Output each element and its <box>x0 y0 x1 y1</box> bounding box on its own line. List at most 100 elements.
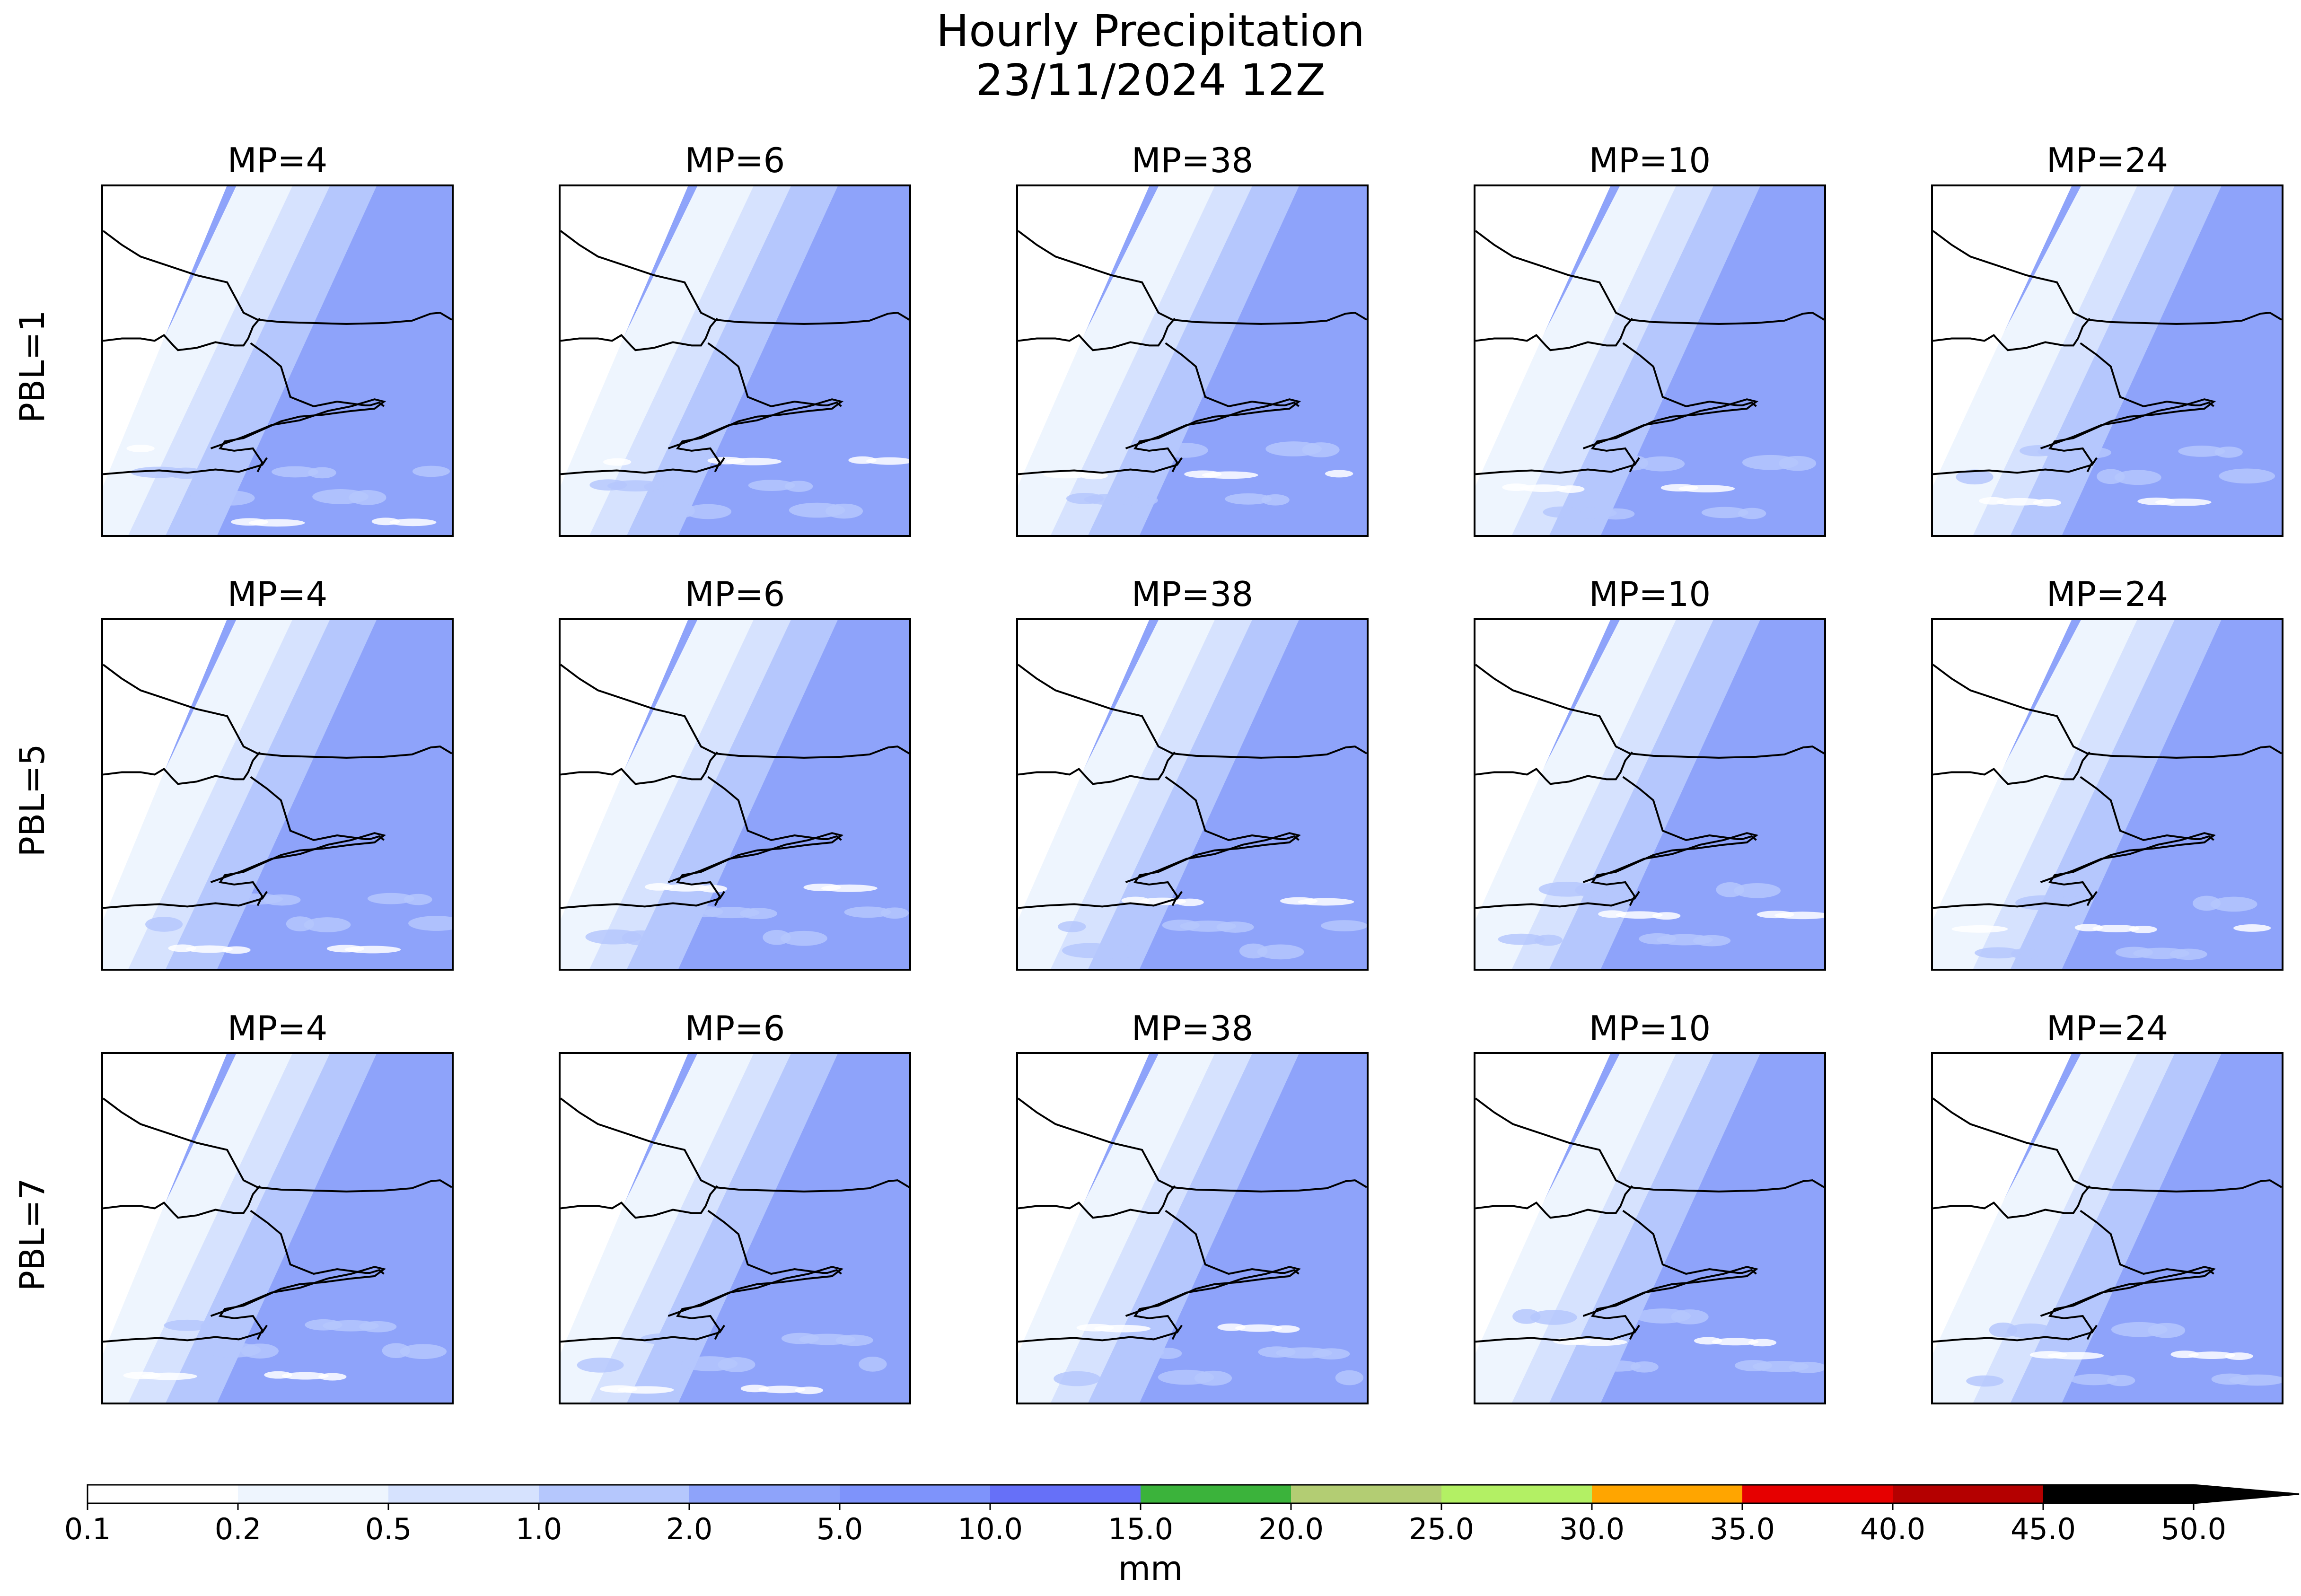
precip-patch <box>1989 1322 2018 1338</box>
precip-patch <box>1512 1309 1541 1324</box>
precip-patch <box>1076 1324 1114 1332</box>
coastline <box>1018 1185 1176 1219</box>
colorbar-segment <box>1592 1485 1743 1503</box>
precip-band <box>103 620 227 969</box>
coastline <box>250 1210 385 1275</box>
coastline <box>1622 1210 1757 1275</box>
colorbar-segment <box>1893 1485 2044 1503</box>
precip-patch <box>145 917 183 932</box>
colorbar-tick-label: 0.1 <box>64 1512 111 1546</box>
colorbar-tick-label: 40.0 <box>1860 1512 1926 1546</box>
precip-patch <box>1634 1308 1691 1324</box>
coastline <box>1475 230 1824 325</box>
map-panel-r1c5 <box>1931 184 2283 537</box>
coastline <box>1165 776 1300 842</box>
precip-patch <box>667 503 695 518</box>
precip-patch <box>1158 1369 1214 1385</box>
coastline <box>2080 342 2214 408</box>
colorbar-segment <box>1441 1485 1592 1503</box>
precip-patch <box>2178 446 2225 457</box>
panel-title-r2c2: MP=6 <box>685 574 785 614</box>
precipitation-field <box>1933 186 2282 535</box>
precip-patch <box>1335 1370 1364 1386</box>
precip-band <box>1475 620 1610 969</box>
coastline <box>1018 230 1367 325</box>
colorbar-segment-extend <box>2043 1485 2299 1503</box>
precipitation-field <box>1475 620 1824 969</box>
precip-patch <box>685 504 732 519</box>
precip-band <box>103 1054 227 1403</box>
coastline <box>1933 317 2090 351</box>
precip-patch <box>1734 883 1781 898</box>
colorbar-tick-label: 45.0 <box>2010 1512 2076 1546</box>
precip-patch <box>2193 895 2221 911</box>
coastline <box>1582 832 1759 906</box>
coastline <box>1125 1266 1301 1340</box>
precip-patch <box>1638 456 1685 472</box>
panel-title-r2c3: MP=38 <box>1131 574 1254 614</box>
precip-band <box>1933 1054 2072 1403</box>
colorbar-outline <box>87 1484 2300 1504</box>
colorbar-tick-label: 2.0 <box>666 1512 713 1546</box>
coastline <box>561 664 909 759</box>
precip-patch <box>204 1342 261 1358</box>
precip-patch <box>1117 1347 1164 1359</box>
coastline <box>250 342 385 408</box>
coastline <box>667 832 844 906</box>
precip-patch <box>400 1344 447 1359</box>
precip-band <box>1933 620 2072 969</box>
coastline <box>1933 664 2282 759</box>
precipitation-field <box>103 186 452 535</box>
coastline <box>1165 1210 1300 1275</box>
precip-band <box>1475 1054 1610 1403</box>
precip-band <box>1018 186 1149 535</box>
coastline <box>1475 1324 1640 1343</box>
coastline <box>1018 664 1367 759</box>
precip-patch <box>1598 910 1626 918</box>
coastline <box>103 1185 261 1219</box>
precip-patch <box>209 892 246 904</box>
map-panel-r1c1 <box>101 184 454 537</box>
precip-patch <box>1062 943 1118 958</box>
map-panel-r3c3 <box>1016 1052 1369 1404</box>
coastline <box>103 751 261 785</box>
figure-title-line2: 23/11/2024 12Z <box>975 55 1326 105</box>
coastline <box>1475 457 1640 475</box>
precip-band <box>1933 1054 2137 1403</box>
colorbar-tick-label: 25.0 <box>1408 1512 1475 1546</box>
precip-patch <box>803 883 841 891</box>
panel-title-r3c2: MP=6 <box>685 1008 785 1048</box>
figure-title-line1: Hourly Precipitation <box>936 6 1365 56</box>
precip-patch <box>264 1371 292 1379</box>
coastline <box>1933 1097 2282 1193</box>
precip-patch <box>281 1372 329 1380</box>
coastline <box>1018 1097 1367 1193</box>
map-panel-r2c3 <box>1016 618 1369 971</box>
precip-patch <box>2114 470 2161 485</box>
panel-title-r2c4: MP=10 <box>1589 574 1711 614</box>
precip-patch <box>577 1358 624 1373</box>
precip-band <box>561 186 754 535</box>
precipitation-field <box>1933 620 2282 969</box>
precip-patch <box>208 491 255 506</box>
coastline <box>1125 832 1301 906</box>
precip-patch <box>2029 1351 2067 1359</box>
precip-patch <box>367 893 414 904</box>
colorbar-label: mm <box>1118 1549 1183 1588</box>
colorbar-tick-label: 30.0 <box>1559 1512 1625 1546</box>
panel-title-r3c5: MP=24 <box>2046 1008 2169 1048</box>
colorbar-tick-label: 15.0 <box>1107 1512 1174 1546</box>
precip-patch <box>272 466 319 478</box>
coastline <box>2040 1266 2216 1340</box>
precip-patch <box>748 480 795 491</box>
precip-patch <box>866 457 909 465</box>
precip-patch <box>1498 933 1545 945</box>
precip-patch <box>1502 483 1530 491</box>
precip-patch <box>1996 498 2044 506</box>
coastline <box>103 1324 268 1343</box>
coastline <box>1125 398 1301 473</box>
precip-patch <box>1161 443 1208 458</box>
coastline <box>2040 398 2216 473</box>
precip-patch <box>1066 492 1104 504</box>
